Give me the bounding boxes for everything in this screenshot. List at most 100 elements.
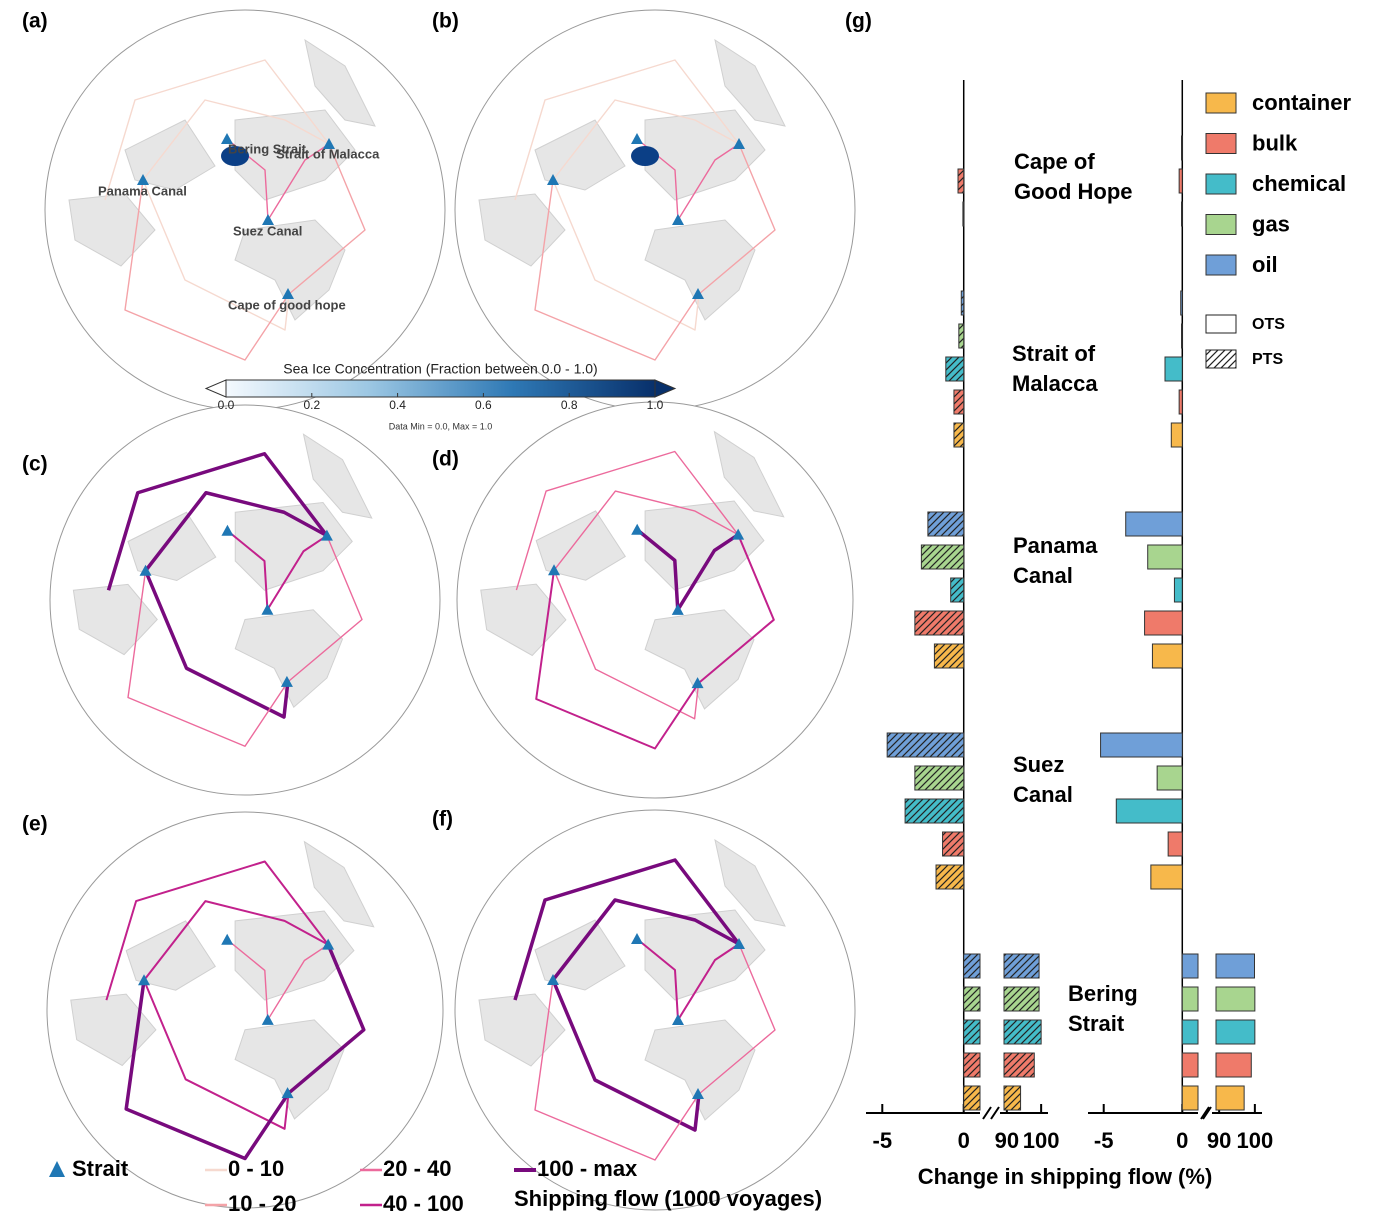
colorbar-tick-label: 0.2 — [303, 398, 320, 412]
bar — [886, 732, 965, 758]
colorbar-tick-label: 0.8 — [561, 398, 578, 412]
map-label: Strait of Malacca — [276, 146, 380, 161]
bar — [1181, 1019, 1199, 1045]
map — [454, 809, 856, 1211]
bar — [1003, 986, 1040, 1012]
axis-break — [1200, 1106, 1210, 1120]
bar — [1150, 864, 1183, 890]
bar — [920, 544, 965, 570]
group-label: Bering — [1068, 981, 1138, 1006]
bar — [1215, 1085, 1245, 1111]
bar — [914, 765, 965, 791]
bar — [953, 389, 965, 415]
x-tick-label: -5 — [873, 1128, 893, 1153]
bar — [1215, 1019, 1256, 1045]
legend-label: Strait — [72, 1156, 129, 1181]
bar — [953, 422, 965, 448]
legend-label: PTS — [1252, 351, 1283, 368]
panel-label: (e) — [22, 813, 48, 836]
bar — [1181, 1085, 1199, 1111]
map-label: Suez Canal — [233, 223, 302, 238]
map-label: Cape of good hope — [228, 297, 346, 312]
bar — [1170, 422, 1183, 448]
bar — [1215, 953, 1255, 979]
bar — [942, 831, 965, 857]
legend-label: chemical — [1252, 171, 1346, 196]
legend-label: gas — [1252, 211, 1290, 236]
bar — [935, 864, 965, 890]
colorbar-over — [654, 379, 677, 398]
legend-swatch — [1205, 92, 1237, 114]
bar — [963, 1052, 981, 1078]
map — [46, 811, 444, 1209]
legend-label: 10 - 20 — [228, 1191, 297, 1216]
x-tick-label: 100 — [1023, 1128, 1060, 1153]
bar — [1125, 511, 1183, 537]
bar — [1181, 323, 1183, 349]
x-tick-label: 90 — [995, 1128, 1019, 1153]
x-axis-label: Change in shipping flow (%) — [918, 1164, 1213, 1189]
x-tick-label: 90 — [1207, 1128, 1231, 1153]
legend-label: OTS — [1252, 316, 1285, 333]
legend-swatch — [1205, 349, 1237, 369]
bar — [933, 643, 965, 669]
group-label: Malacca — [1012, 371, 1098, 396]
legend-label: 100 - max — [537, 1156, 638, 1181]
axis-break — [982, 1106, 992, 1120]
x-tick-label: -5 — [1094, 1128, 1114, 1153]
panel-label: (c) — [22, 453, 48, 476]
bar — [1178, 168, 1183, 194]
colorbar-tick-label: 0.0 — [218, 398, 235, 412]
axis-break — [990, 1106, 1000, 1120]
bar — [945, 356, 965, 382]
bar — [1178, 389, 1183, 415]
colorbar — [225, 379, 656, 398]
panel-label: (a) — [22, 10, 48, 33]
bar — [1147, 544, 1183, 570]
colorbar-note: Data Min = 0.0, Max = 1.0 — [389, 421, 493, 431]
group-label: Cape of — [1014, 149, 1095, 174]
x-tick-label: 100 — [1236, 1128, 1273, 1153]
map — [49, 404, 441, 796]
map — [454, 9, 856, 411]
bar — [904, 798, 965, 824]
colorbar-tick-label: 1.0 — [647, 398, 664, 412]
bar — [963, 986, 981, 1012]
bar — [1144, 610, 1183, 636]
legend-label: 0 - 10 — [228, 1156, 284, 1181]
group-label: Suez — [1013, 752, 1064, 777]
bar — [1215, 1052, 1252, 1078]
bar — [1164, 356, 1183, 382]
legend-swatch — [1205, 214, 1237, 235]
group-label: Strait of — [1012, 341, 1096, 366]
map-label: Panama Canal — [98, 183, 187, 198]
legend-swatch — [1205, 314, 1237, 334]
bar — [963, 1085, 981, 1111]
legend-swatch — [1205, 173, 1237, 195]
strait-marker — [49, 1161, 65, 1177]
bar — [1003, 953, 1040, 979]
bar — [1151, 643, 1183, 669]
panel-label: (g) — [845, 10, 872, 33]
map — [44, 9, 446, 411]
group-label: Canal — [1013, 782, 1073, 807]
bar — [1181, 953, 1199, 979]
map-label: Bering Strait — [228, 141, 307, 156]
legend-title: Shipping flow (1000 voyages) — [514, 1186, 822, 1211]
bar — [963, 1019, 981, 1045]
bar — [963, 953, 981, 979]
bar — [1180, 290, 1183, 316]
bar — [962, 201, 965, 227]
legend-swatch — [1205, 133, 1237, 154]
bar — [1003, 1085, 1022, 1111]
bar — [1156, 765, 1183, 791]
legend-label: container — [1252, 90, 1351, 115]
bar — [1100, 732, 1183, 758]
bar — [957, 168, 965, 194]
bar — [1003, 1052, 1035, 1078]
colorbar-tick-label: 0.6 — [475, 398, 492, 412]
panel-label: (d) — [432, 448, 459, 471]
legend-swatch — [1205, 254, 1237, 276]
bar — [1181, 1052, 1199, 1078]
